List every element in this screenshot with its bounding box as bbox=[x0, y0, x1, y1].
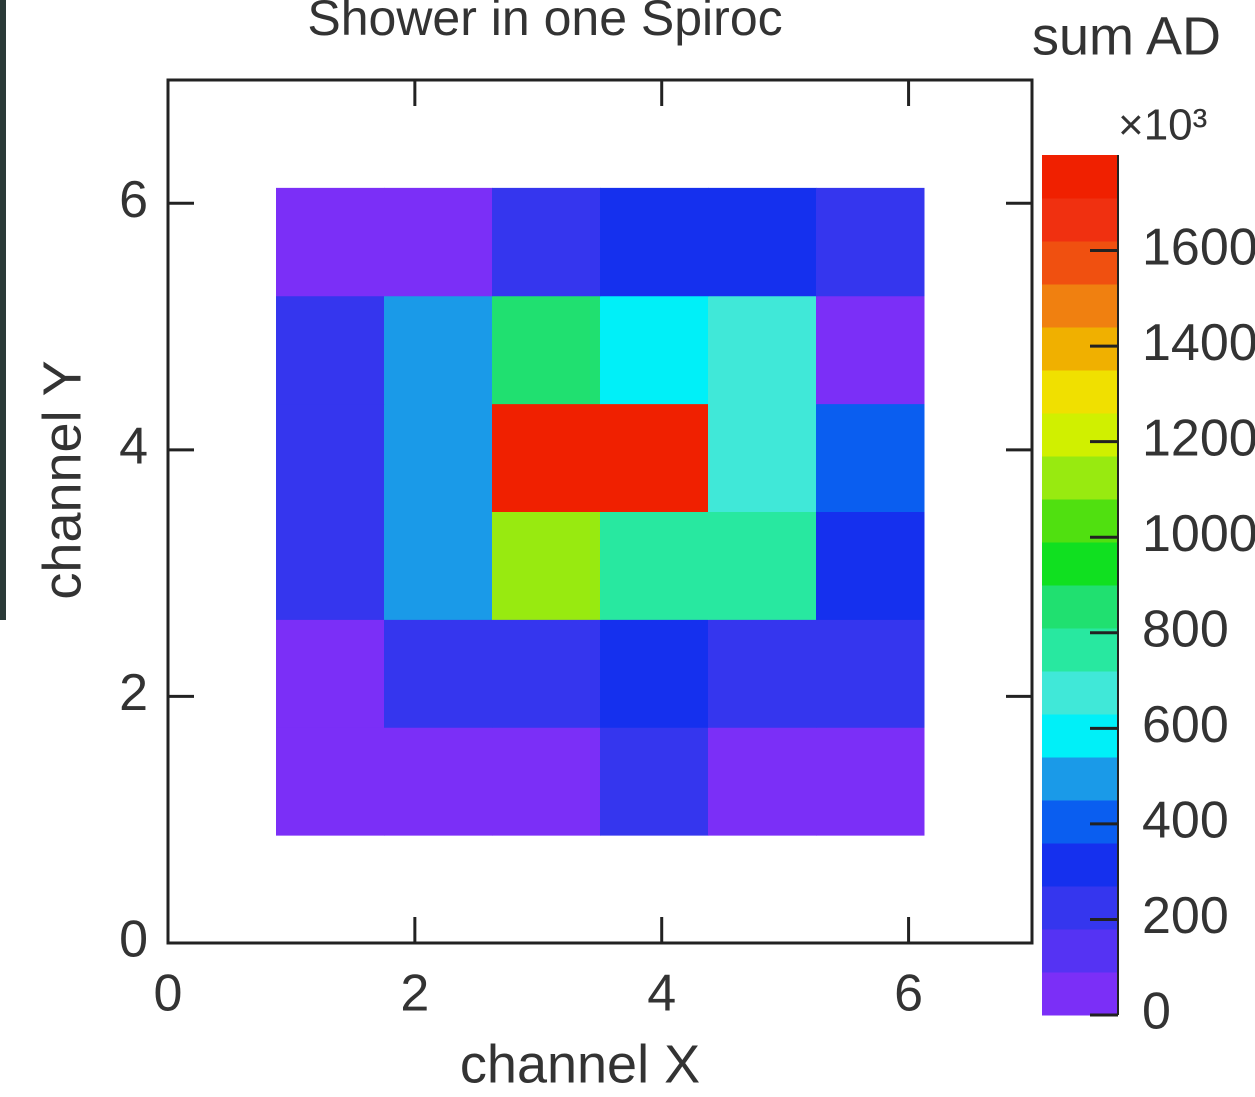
heatmap-cell bbox=[276, 403, 385, 512]
heatmap-cell bbox=[492, 403, 601, 512]
x-tick-label: 6 bbox=[894, 965, 923, 1023]
colorbar-band bbox=[1042, 757, 1118, 801]
heatmap-cell bbox=[708, 295, 817, 405]
heatmap-cell bbox=[492, 619, 601, 728]
heatmap-cell bbox=[600, 727, 709, 836]
heatmap-cell bbox=[600, 295, 709, 405]
colorbar-band bbox=[1042, 585, 1118, 629]
heatmap-cell bbox=[384, 619, 493, 728]
y-tick-label: 6 bbox=[119, 171, 148, 229]
colorbar-band bbox=[1042, 886, 1118, 930]
colorbar-tick-label: 400 bbox=[1142, 792, 1229, 850]
colorbar-tick-label: 600 bbox=[1142, 696, 1229, 754]
colorbar-band bbox=[1042, 542, 1118, 586]
colorbar-band bbox=[1042, 628, 1118, 672]
colorbar-band bbox=[1042, 155, 1118, 199]
colorbar-tick-label: 1000 bbox=[1142, 505, 1255, 563]
heatmap-cell bbox=[384, 511, 493, 620]
x-tick-label: 0 bbox=[154, 965, 183, 1023]
colorbar-band bbox=[1042, 284, 1118, 328]
colorbar-band bbox=[1042, 413, 1118, 457]
x-axis-title: channel X bbox=[460, 1034, 700, 1094]
background-photo-edge bbox=[0, 0, 6, 620]
heatmap-cell bbox=[276, 727, 385, 836]
colorbar-band bbox=[1042, 714, 1118, 758]
y-tick-label: 2 bbox=[119, 664, 148, 722]
heatmap-cell bbox=[276, 295, 385, 405]
heatmap-cell bbox=[600, 619, 709, 728]
colorbar-tick-label: 200 bbox=[1142, 887, 1229, 945]
heatmap-cell bbox=[492, 187, 601, 297]
colorbar-tick-label: 1600 bbox=[1142, 218, 1255, 276]
heatmap-cell bbox=[600, 403, 709, 512]
y-tick-label: 4 bbox=[119, 418, 148, 476]
heatmap-cell bbox=[708, 511, 817, 620]
colorbar-band bbox=[1042, 370, 1118, 414]
heatmap-cell bbox=[276, 187, 385, 297]
colorbar-band bbox=[1042, 671, 1118, 715]
colorbar-band bbox=[1042, 929, 1118, 973]
colorbar-band bbox=[1042, 198, 1118, 242]
colorbar-band bbox=[1042, 800, 1118, 844]
heatmap-cell bbox=[384, 727, 493, 836]
heatmap-cell bbox=[492, 511, 601, 620]
heatmap-cell bbox=[708, 727, 817, 836]
heatmap-cell bbox=[816, 295, 925, 405]
y-tick-label: 0 bbox=[119, 911, 148, 969]
heatmap-cell bbox=[492, 295, 601, 405]
colorbar-band bbox=[1042, 241, 1118, 285]
heatmap-cell bbox=[276, 619, 385, 728]
colorbar-tick-label: 1200 bbox=[1142, 409, 1255, 467]
heatmap-cell bbox=[384, 403, 493, 512]
colorbar-band bbox=[1042, 456, 1118, 500]
x-tick-label: 4 bbox=[647, 965, 676, 1023]
colorbar-band bbox=[1042, 327, 1118, 371]
colorbar-band bbox=[1042, 499, 1118, 543]
heatmap-cell bbox=[600, 511, 709, 620]
heatmap-cell bbox=[492, 727, 601, 836]
heatmap-cell bbox=[708, 187, 817, 297]
heatmap-cell bbox=[384, 295, 493, 405]
heatmap-cell bbox=[816, 619, 925, 728]
colorbar-band bbox=[1042, 843, 1118, 887]
colorbar-tick-label: 800 bbox=[1142, 601, 1229, 659]
plot-frame bbox=[166, 78, 1034, 945]
heatmap-cell bbox=[384, 187, 493, 297]
colorbar-tick-label: 1400 bbox=[1142, 314, 1255, 372]
colorbar-tick-label: 0 bbox=[1142, 983, 1171, 1041]
chart-title: Shower in one Spiroc bbox=[307, 0, 782, 46]
heatmap-cell bbox=[816, 727, 925, 836]
colorbar-title: sum AD bbox=[1032, 6, 1221, 66]
y-axis-title: channel Y bbox=[32, 360, 92, 599]
heatmap-cell bbox=[816, 511, 925, 620]
heatmap-cell bbox=[816, 403, 925, 512]
heatmap-cell bbox=[816, 187, 925, 297]
x-tick-label: 2 bbox=[400, 965, 429, 1023]
colorbar-band bbox=[1042, 972, 1118, 1016]
heatmap-cell bbox=[276, 511, 385, 620]
heatmap-cell bbox=[708, 403, 817, 512]
heatmap-cell bbox=[600, 187, 709, 297]
heatmap-cell bbox=[708, 619, 817, 728]
colorbar-multiplier: ×10³ bbox=[1118, 101, 1207, 150]
